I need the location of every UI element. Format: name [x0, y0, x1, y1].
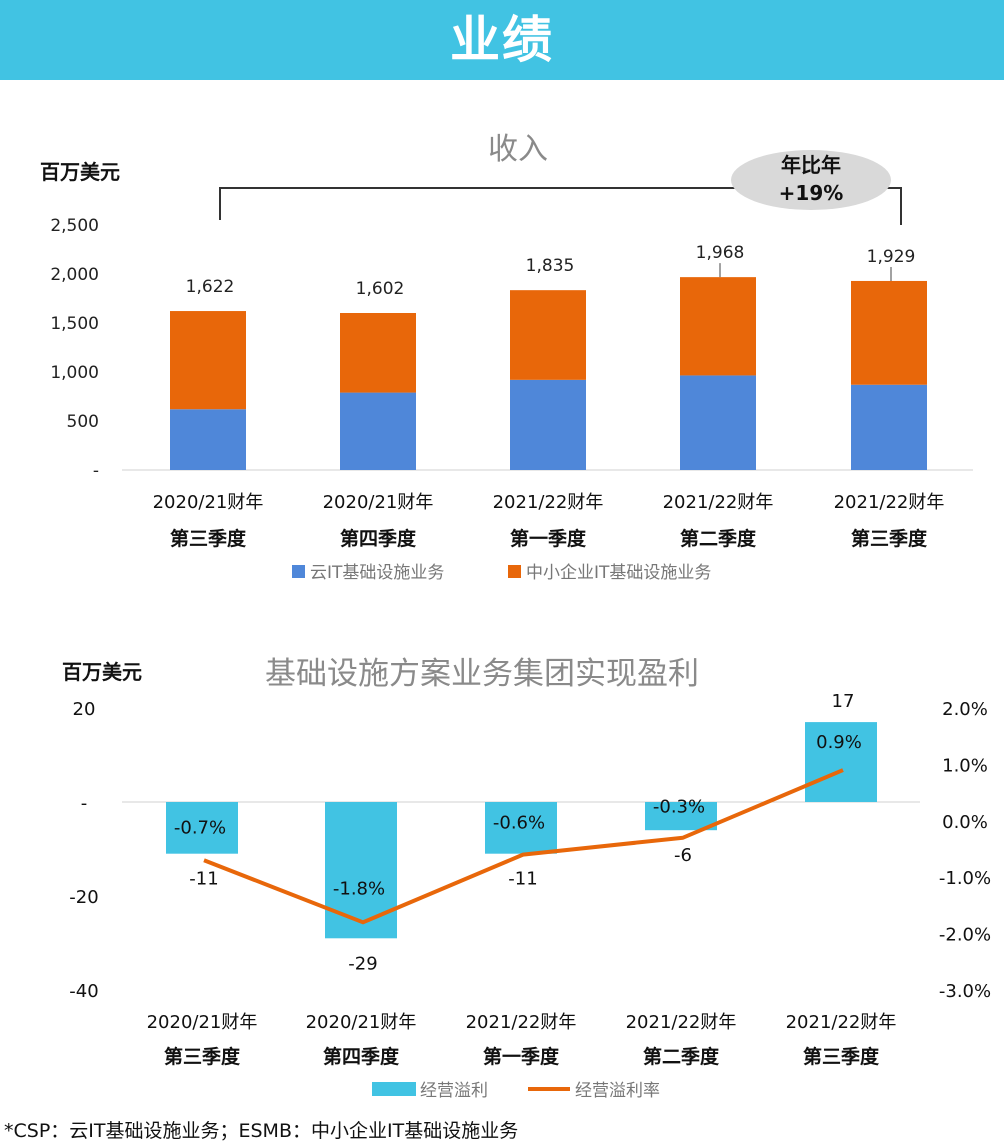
margin-point-label: -0.6% [493, 813, 545, 834]
revenue-bar-smb-it [340, 313, 416, 393]
profit-x-tick-label-year: 2021/22财年 [786, 1012, 897, 1033]
revenue-y-tick-label: 2,000 [50, 265, 99, 285]
revenue-y-tick-label: 1,000 [50, 363, 99, 383]
profit-bar-value-label: -6 [674, 845, 692, 866]
profit-x-tick-label-year: 2020/21财年 [306, 1012, 417, 1033]
profit-y-tick-label: - [81, 793, 88, 814]
revenue-bar-cloud-it [340, 392, 416, 470]
revenue-x-tick-label-year: 2020/21财年 [323, 492, 434, 513]
revenue-y-axis-unit: 百万美元 [40, 160, 120, 184]
revenue-legend-swatch-smb-it [508, 565, 521, 578]
profit-bar [485, 802, 557, 854]
yoy-annotation-line1: 年比年 [781, 153, 841, 177]
profit-bar-value-label: -11 [189, 869, 218, 890]
profit-y-tick-label: 20 [73, 699, 96, 720]
margin-point-label: -1.8% [333, 878, 385, 899]
revenue-x-tick-label-year: 2021/22财年 [493, 492, 604, 513]
revenue-chart-title: 收入 [488, 132, 548, 167]
profit-legend-label-bar: 经营溢利 [420, 1081, 488, 1101]
revenue-total-label: 1,622 [186, 277, 235, 297]
yoy-annotation-line2: +19% [779, 181, 844, 205]
yoy-bracket [219, 187, 902, 225]
revenue-bar-smb-it [680, 277, 756, 376]
revenue-x-tick-label-year: 2021/22财年 [663, 492, 774, 513]
margin-point-label: -0.3% [653, 797, 705, 818]
profit-x-tick-label-quarter: 第三季度 [803, 1045, 880, 1068]
profit-bar [325, 802, 397, 939]
profit-y2-tick-label: -2.0% [939, 925, 991, 946]
margin-line [203, 768, 844, 925]
profit-legend-swatch-bar [372, 1082, 416, 1096]
profit-bar [166, 802, 238, 854]
revenue-total-label: 1,602 [356, 279, 405, 299]
footnote: *CSP：云IT基础设施业务；ESMB：中小企业IT基础设施业务 [4, 1120, 519, 1142]
profit-x-tick-label-year: 2020/21财年 [147, 1012, 258, 1033]
revenue-bar-cloud-it [170, 409, 246, 470]
revenue-total-label: 1,835 [526, 256, 575, 276]
revenue-legend-swatch-cloud-it [292, 565, 305, 578]
profit-x-tick-label-year: 2021/22财年 [626, 1012, 737, 1033]
revenue-x-tick-label-quarter: 第二季度 [680, 527, 757, 550]
profit-x-tick-label-quarter: 第二季度 [643, 1045, 720, 1068]
profit-y2-tick-label: -1.0% [939, 868, 991, 889]
profit-bar-value-label: -11 [508, 869, 537, 890]
margin-point-label: 0.9% [816, 732, 862, 753]
profit-y-tick-label: -20 [69, 887, 98, 908]
profit-bar-value-label: 17 [832, 691, 855, 712]
profit-y2-tick-label: 2.0% [942, 699, 988, 720]
revenue-x-tick-label-year: 2020/21财年 [153, 492, 264, 513]
revenue-total-label: 1,968 [696, 243, 745, 263]
profit-x-tick-label-year: 2021/22财年 [466, 1012, 577, 1033]
revenue-y-tick-label: - [93, 461, 99, 481]
revenue-x-tick-label-quarter: 第三季度 [851, 527, 928, 550]
revenue-bar-cloud-it [680, 375, 756, 470]
profit-y2-tick-label: -3.0% [939, 981, 991, 1002]
revenue-x-tick-label-quarter: 第四季度 [340, 527, 417, 550]
page-title: 业绩 [450, 11, 554, 69]
revenue-legend-label-smb-it: 中小企业IT基础设施业务 [526, 563, 711, 583]
profit-bar-value-label: -29 [348, 953, 377, 974]
revenue-x-tick-label-quarter: 第一季度 [510, 527, 587, 550]
profit-x-tick-label-quarter: 第四季度 [323, 1045, 400, 1068]
revenue-x-tick-label-year: 2021/22财年 [834, 492, 945, 513]
revenue-legend-label-cloud-it: 云IT基础设施业务 [310, 563, 444, 583]
header-band [0, 0, 1004, 80]
profit-y2-tick-label: 0.0% [942, 812, 988, 833]
profit-chart-title: 基础设施方案业务集团实现盈利 [265, 656, 699, 692]
profit-bar [645, 802, 717, 831]
profit-y-axis-unit: 百万美元 [62, 660, 142, 684]
revenue-y-tick-label: 1,500 [50, 314, 99, 334]
revenue-x-tick-label-quarter: 第三季度 [170, 527, 247, 550]
revenue-total-label: 1,929 [867, 247, 916, 267]
profit-legend-label-line: 经营溢利率 [575, 1081, 660, 1101]
revenue-bar-smb-it [851, 280, 927, 385]
revenue-bar-smb-it [510, 290, 586, 380]
profit-x-tick-label-quarter: 第三季度 [164, 1045, 241, 1068]
margin-point-label: -0.7% [174, 817, 226, 838]
profit-y2-tick-label: 1.0% [942, 755, 988, 776]
yoy-annotation-bubble [731, 150, 891, 210]
revenue-y-tick-label: 2,500 [50, 216, 99, 236]
revenue-bar-cloud-it [851, 384, 927, 470]
profit-x-tick-label-quarter: 第一季度 [483, 1045, 560, 1068]
profit-bar [805, 722, 877, 802]
revenue-bar-smb-it [170, 311, 246, 410]
revenue-bar-cloud-it [510, 379, 586, 470]
revenue-y-tick-label: 500 [67, 412, 99, 432]
profit-y-tick-label: -40 [69, 981, 98, 1002]
